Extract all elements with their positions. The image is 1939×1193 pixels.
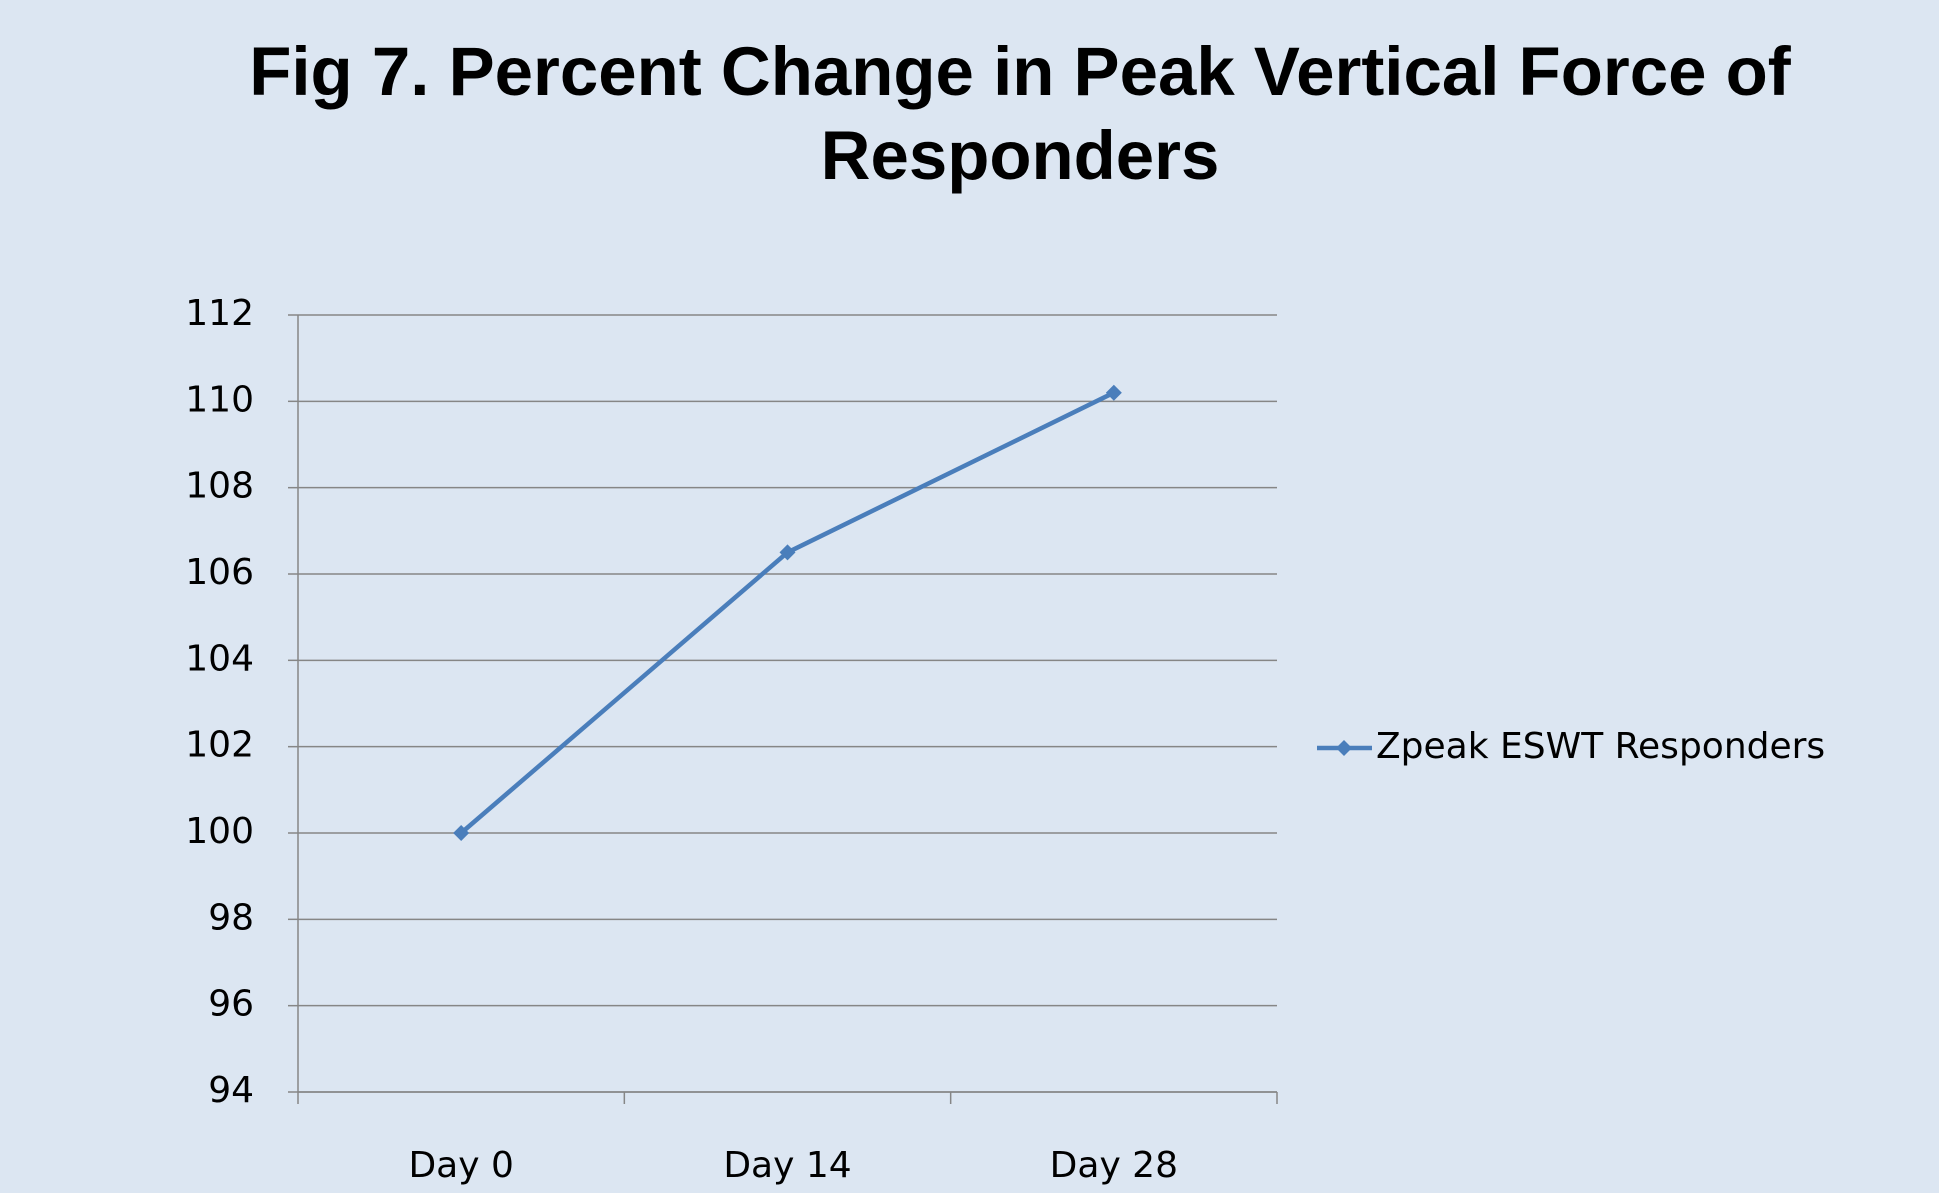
x-tick-label: Day 14 bbox=[723, 1145, 851, 1186]
y-tick-label: 98 bbox=[208, 897, 254, 938]
y-tick-label: 100 bbox=[185, 811, 254, 852]
chart-title: Fig 7. Percent Change in Peak Vertical F… bbox=[249, 33, 1791, 194]
legend-marker bbox=[1336, 740, 1352, 756]
y-tick-label: 110 bbox=[185, 379, 254, 420]
y-tick-label: 96 bbox=[208, 984, 254, 1025]
point-marker bbox=[1105, 384, 1122, 401]
y-tick-label: 102 bbox=[185, 725, 254, 766]
y-tick-label: 112 bbox=[185, 293, 254, 334]
y-tick-label: 108 bbox=[185, 466, 254, 507]
x-tick-label: Day 28 bbox=[1050, 1145, 1178, 1186]
y-tick-label: 106 bbox=[185, 552, 254, 593]
x-tick-label: Day 0 bbox=[408, 1145, 513, 1186]
legend-label: Zpeak ESWT Responders bbox=[1376, 726, 1825, 767]
point-marker bbox=[453, 825, 470, 841]
series-line bbox=[459, 390, 1115, 835]
point-marker bbox=[779, 544, 796, 561]
y-tick-label: 104 bbox=[185, 638, 254, 679]
y-tick-label: 94 bbox=[208, 1070, 254, 1111]
